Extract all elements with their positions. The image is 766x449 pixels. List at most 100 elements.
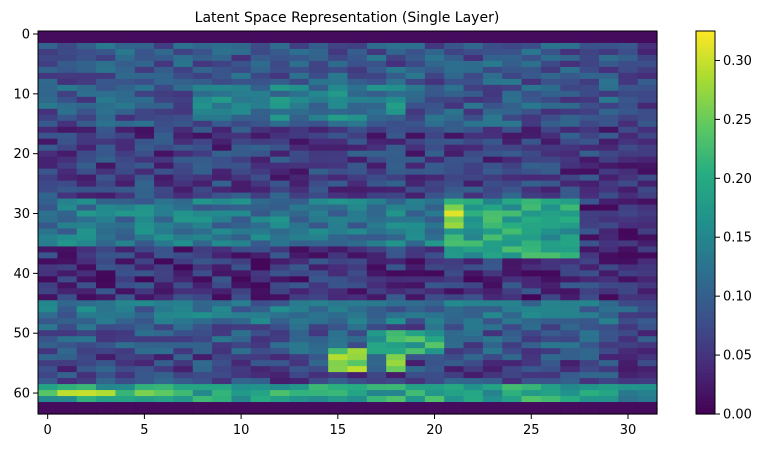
heatmap-cell [347,360,368,367]
heatmap-cell [38,132,58,140]
heatmap-cell [154,126,174,134]
heatmap-cell [424,42,445,50]
heatmap-cell [366,216,387,224]
heatmap-cell [154,366,174,373]
colorbar-strip [696,225,715,230]
heatmap-cell [347,390,368,397]
heatmap-cell [96,378,116,385]
heatmap-cell [502,186,523,194]
heatmap-cell [560,408,581,415]
colorbar-tick-label: 0.30 [723,54,752,69]
heatmap-cell [347,114,368,122]
heatmap-cells [38,31,658,415]
heatmap-cell [192,120,213,128]
colorbar-strip [696,219,715,224]
heatmap-cell [482,126,503,134]
heatmap-cell [444,84,465,92]
heatmap-cell [308,258,329,265]
heatmap-cell [424,408,445,415]
heatmap-cell [76,306,97,313]
colorbar-strip [696,321,715,326]
heatmap-cell [134,120,155,128]
heatmap-cell [289,222,310,230]
heatmap-cell [560,378,581,385]
heatmap-cell [386,150,407,158]
heatmap-cell [598,90,619,98]
heatmap-cell [328,306,349,313]
heatmap-cell [463,270,484,277]
heatmap-cell [482,222,503,230]
heatmap-cell [386,294,407,301]
heatmap-cell [579,384,600,391]
heatmap-cell [57,408,78,415]
heatmap-cell [405,162,426,170]
heatmap-cell [482,168,503,176]
heatmap-cell [134,372,155,379]
heatmap-cell [154,42,174,50]
heatmap-cell [521,144,542,152]
heatmap-cell [192,300,213,307]
heatmap-cell [250,162,271,170]
heatmap-cell [405,216,426,224]
heatmap-cell [521,282,542,289]
heatmap-cell [250,216,271,224]
heatmap-cell [57,114,78,122]
heatmap-cell [289,90,310,98]
heatmap-cell [560,318,581,325]
heatmap-cell [173,132,194,140]
heatmap-cell [444,42,465,50]
colorbar-strip [696,78,715,83]
heatmap-cell [521,192,542,200]
heatmap-cell [270,318,291,325]
heatmap-cell [540,372,561,379]
heatmap-cell [57,72,78,80]
heatmap-cell [57,102,78,110]
heatmap-cell [618,246,639,254]
heatmap-cell [366,372,387,379]
heatmap-cell [308,390,329,397]
heatmap-cell [598,384,619,391]
heatmap-cell [57,36,78,44]
heatmap-cell [502,312,523,319]
heatmap-cell [96,336,116,343]
heatmap-cell [502,198,523,206]
heatmap-cell [270,66,291,74]
heatmap-cell [96,132,116,140]
heatmap-cell [598,168,619,176]
heatmap-cell [115,36,136,44]
heatmap-cell [560,270,581,277]
heatmap-cell [347,348,368,355]
heatmap-cell [540,180,561,188]
heatmap-cell [347,402,368,409]
heatmap-cell [38,408,58,415]
heatmap-cell [366,348,387,355]
heatmap-cell [637,180,658,188]
colorbar-strip [696,104,715,109]
heatmap-cell [76,90,97,98]
heatmap-cell [424,402,445,409]
heatmap-cell [57,216,78,224]
heatmap-cell [405,306,426,313]
heatmap-cell [521,306,542,313]
heatmap-cell [328,324,349,331]
heatmap-cell [57,228,78,236]
heatmap-cell [250,360,271,367]
heatmap-cell [231,294,252,301]
heatmap-cell [424,198,445,206]
heatmap-cell [38,252,58,259]
heatmap-cell [424,240,445,248]
heatmap-cell [96,96,116,104]
heatmap-cell [154,300,174,307]
heatmap-cell [328,36,349,44]
heatmap-cell [212,42,233,50]
heatmap-cell [347,288,368,295]
heatmap-cell [38,270,58,277]
colorbar-strip [696,139,715,144]
heatmap-cell [328,294,349,301]
heatmap-cell [270,42,291,50]
heatmap-cell [134,360,155,367]
heatmap-cell [134,31,155,38]
heatmap-cell [463,276,484,283]
heatmap-cell [96,276,116,283]
heatmap-cell [57,90,78,98]
